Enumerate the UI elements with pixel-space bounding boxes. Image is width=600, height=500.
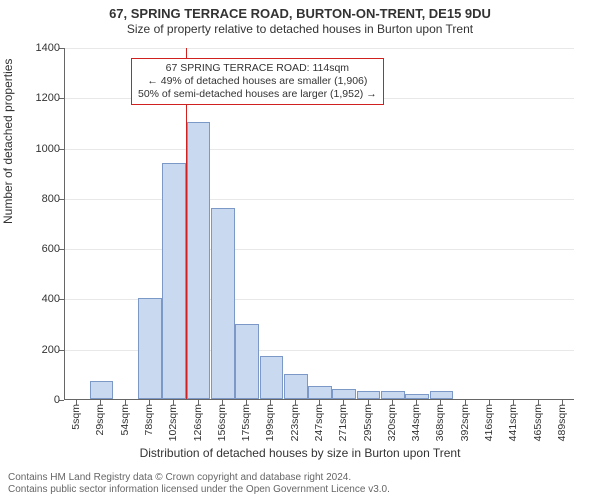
y-tick-label: 1400 xyxy=(20,42,60,54)
bar xyxy=(211,208,235,399)
bar xyxy=(357,391,381,399)
x-tick-label: 344sqm xyxy=(410,404,422,441)
x-tick-label: 54sqm xyxy=(119,404,131,436)
bar xyxy=(381,391,405,399)
x-tick-label: 29sqm xyxy=(94,404,106,436)
x-tick-label: 78sqm xyxy=(143,404,155,436)
y-tick-label: 200 xyxy=(20,344,60,356)
x-tick-label: 441sqm xyxy=(507,404,519,441)
plot-region: 67 SPRING TERRACE ROAD: 114sqm ← 49% of … xyxy=(64,48,574,400)
y-tick-label: 1200 xyxy=(20,92,60,104)
bar xyxy=(162,163,186,399)
bar xyxy=(138,298,162,399)
y-tick-label: 800 xyxy=(20,193,60,205)
y-tick-label: 600 xyxy=(20,243,60,255)
bar xyxy=(90,381,114,399)
chart-area: 67 SPRING TERRACE ROAD: 114sqm ← 49% of … xyxy=(64,48,574,400)
x-tick-label: 247sqm xyxy=(313,404,325,441)
footer-line1: Contains HM Land Registry data © Crown c… xyxy=(8,472,390,484)
annotation-line3: 50% of semi-detached houses are larger (… xyxy=(138,88,377,101)
bar xyxy=(308,386,332,399)
x-tick-label: 5sqm xyxy=(70,404,82,430)
bar xyxy=(235,324,259,399)
x-tick-label: 320sqm xyxy=(386,404,398,441)
y-axis-title: Number of detached properties xyxy=(1,59,15,224)
x-tick-label: 392sqm xyxy=(459,404,471,441)
bar xyxy=(430,391,454,399)
x-tick-label: 416sqm xyxy=(483,404,495,441)
x-tick-label: 295sqm xyxy=(362,404,374,441)
x-tick-label: 156sqm xyxy=(216,404,228,441)
x-axis-title: Distribution of detached houses by size … xyxy=(0,446,600,460)
bar xyxy=(284,374,308,399)
footer-line2: Contains public sector information licen… xyxy=(8,484,390,496)
x-tick-label: 271sqm xyxy=(337,404,349,441)
title-line1: 67, SPRING TERRACE ROAD, BURTON-ON-TRENT… xyxy=(0,6,600,22)
y-tick-label: 400 xyxy=(20,293,60,305)
bar xyxy=(405,394,429,399)
x-tick-label: 126sqm xyxy=(192,404,204,441)
bar xyxy=(260,356,284,399)
title-line2: Size of property relative to detached ho… xyxy=(0,22,600,37)
bar xyxy=(332,389,356,399)
x-tick-label: 102sqm xyxy=(167,404,179,441)
x-tick-label: 489sqm xyxy=(556,404,568,441)
x-tick-label: 175sqm xyxy=(240,404,252,441)
chart-container: 67, SPRING TERRACE ROAD, BURTON-ON-TRENT… xyxy=(0,0,600,500)
annotation-box: 67 SPRING TERRACE ROAD: 114sqm ← 49% of … xyxy=(131,58,384,105)
y-tick-label: 1000 xyxy=(20,143,60,155)
footer: Contains HM Land Registry data © Crown c… xyxy=(8,472,390,496)
bar xyxy=(187,122,211,399)
x-tick-label: 368sqm xyxy=(434,404,446,441)
x-tick-label: 199sqm xyxy=(264,404,276,441)
title-block: 67, SPRING TERRACE ROAD, BURTON-ON-TRENT… xyxy=(0,0,600,37)
annotation-line1: 67 SPRING TERRACE ROAD: 114sqm xyxy=(138,62,377,75)
y-tick-label: 0 xyxy=(20,394,60,406)
x-tick-label: 223sqm xyxy=(289,404,301,441)
x-tick-label: 465sqm xyxy=(532,404,544,441)
annotation-line2: ← 49% of detached houses are smaller (1,… xyxy=(138,75,377,88)
